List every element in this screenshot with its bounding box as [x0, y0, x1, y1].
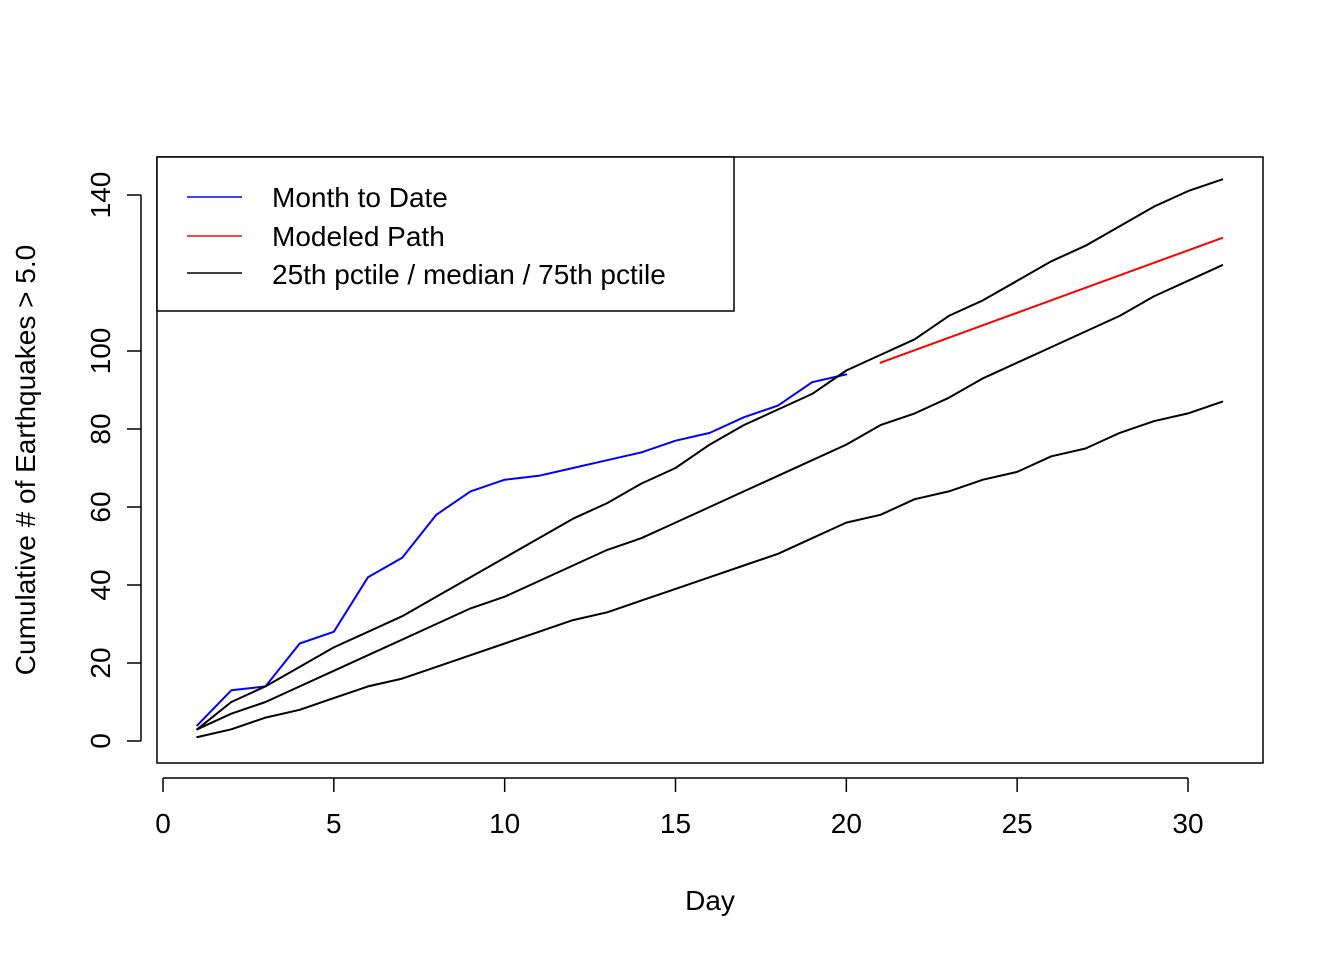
x-tick-label: 15	[660, 808, 691, 839]
y-tick-label: 100	[85, 328, 116, 375]
y-tick-label: 140	[85, 172, 116, 219]
x-tick-label: 30	[1172, 808, 1203, 839]
legend-label-month-to-date: Month to Date	[272, 182, 448, 213]
x-axis: 0 5 10 15 20 25 30	[155, 777, 1204, 839]
y-axis: 0 20 40 60 80 100 140	[85, 172, 142, 749]
series-line-modeled_path	[879, 236, 1224, 364]
y-tick-label: 80	[85, 413, 116, 444]
series-layer	[196, 178, 1224, 739]
x-tick-label: 20	[831, 808, 862, 839]
y-axis-label: Cumulative # of Earthquakes > 5.0	[10, 245, 41, 675]
legend-label-percentiles: 25th pctile / median / 75th pctile	[272, 259, 666, 290]
x-axis-label: Day	[685, 885, 735, 916]
y-tick-label: 0	[85, 733, 116, 749]
legend: Month to Date Modeled Path 25th pctile /…	[156, 156, 735, 312]
series-line-pctile_75	[196, 178, 1224, 731]
series-line-pctile_25	[196, 400, 1224, 739]
series-line-median	[196, 264, 1224, 731]
x-tick-label: 5	[326, 808, 342, 839]
legend-label-modeled-path: Modeled Path	[272, 221, 445, 252]
x-tick-label: 10	[489, 808, 520, 839]
y-tick-label: 40	[85, 569, 116, 600]
legend-box	[156, 156, 735, 312]
x-tick-label: 0	[155, 808, 171, 839]
x-tick-label: 25	[1002, 808, 1033, 839]
series-line-month_to_date	[196, 373, 848, 727]
y-tick-label: 60	[85, 491, 116, 522]
y-tick-label: 20	[85, 647, 116, 678]
